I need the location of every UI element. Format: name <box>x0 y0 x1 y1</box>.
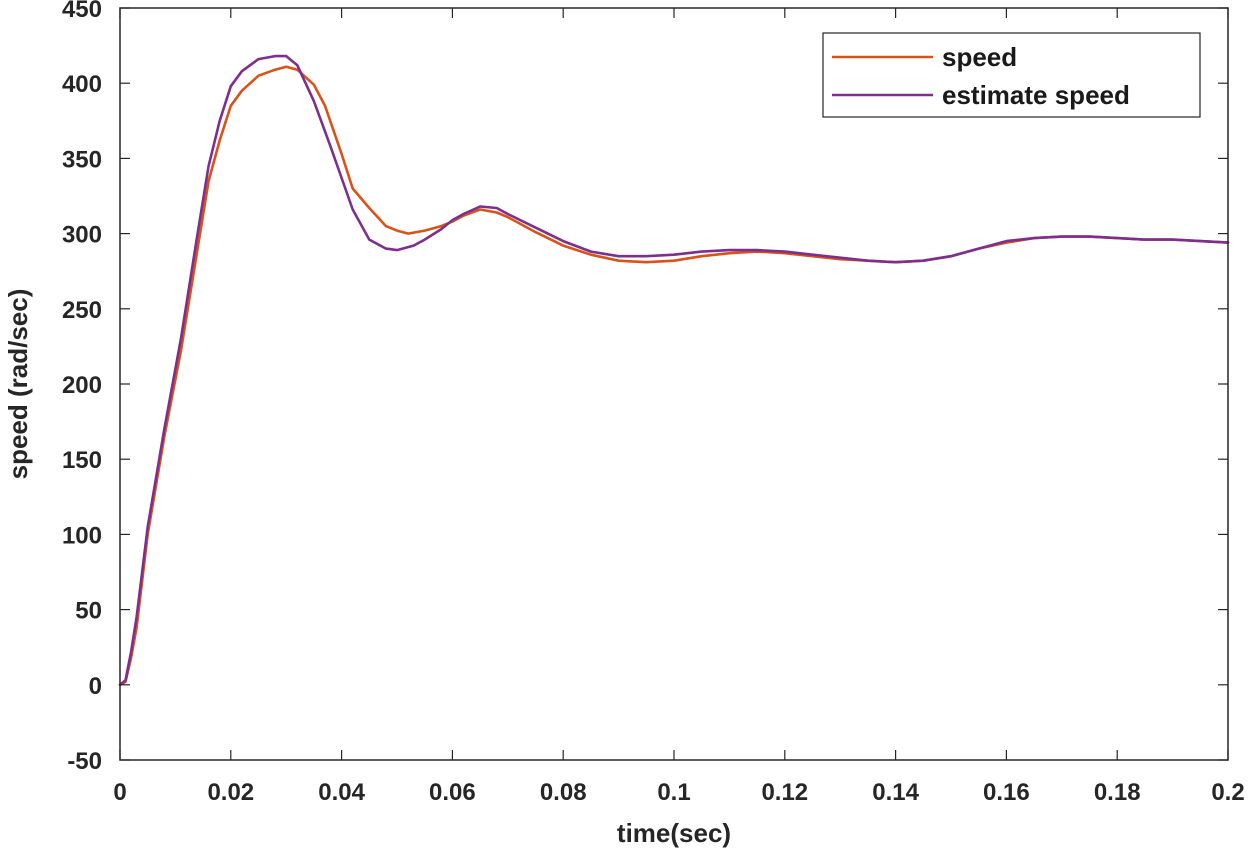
x-tick-label: 0.08 <box>540 779 587 806</box>
x-tick-label: 0 <box>113 779 126 806</box>
x-tick-label: 0.02 <box>207 779 254 806</box>
y-tick-label: 300 <box>62 222 102 249</box>
y-axis-label: speed (rad/sec) <box>3 289 33 480</box>
x-axis-tick-labels: 0 0.02 0.04 0.06 0.08 0.1 0.12 0.14 0.16 0.18 0.2 <box>113 779 1244 806</box>
legend-label-estimate-speed: estimate speed <box>942 80 1130 110</box>
x-tick-label: 0.06 <box>429 779 476 806</box>
legend-label-speed: speed <box>942 42 1017 72</box>
legend: speed estimate speed <box>822 32 1201 118</box>
y-tick-label: 450 <box>62 0 102 23</box>
x-tick-label: 0.18 <box>1094 779 1141 806</box>
y-tick-label: 0 <box>89 673 102 700</box>
y-tick-label: 200 <box>62 372 102 399</box>
y-tick-label: 250 <box>62 297 102 324</box>
x-tick-label: 0.14 <box>872 779 919 806</box>
y-tick-label: 400 <box>62 71 102 98</box>
y-axis-ticks <box>120 7 1228 761</box>
y-tick-label: -50 <box>67 748 102 775</box>
series-line-estimate-speed <box>118 54 1230 687</box>
x-tick-label: 0.04 <box>318 779 365 806</box>
y-tick-label: 50 <box>75 598 102 625</box>
x-tick-label: 0.12 <box>761 779 808 806</box>
y-tick-label: 350 <box>62 146 102 173</box>
x-axis-ticks <box>119 8 1229 760</box>
legend-box <box>822 32 1201 118</box>
x-axis-label: time(sec) <box>617 818 731 848</box>
y-tick-label: 150 <box>62 447 102 474</box>
x-tick-label: 0.1 <box>657 779 690 806</box>
series-layer <box>118 54 1230 687</box>
plot-background <box>120 8 1228 760</box>
y-axis-tick-labels: -50 0 50 100 150 200 250 300 350 400 450 <box>62 0 102 775</box>
y-tick-label: 100 <box>62 522 102 549</box>
x-tick-label: 0.16 <box>983 779 1030 806</box>
x-tick-label: 0.2 <box>1211 779 1244 806</box>
